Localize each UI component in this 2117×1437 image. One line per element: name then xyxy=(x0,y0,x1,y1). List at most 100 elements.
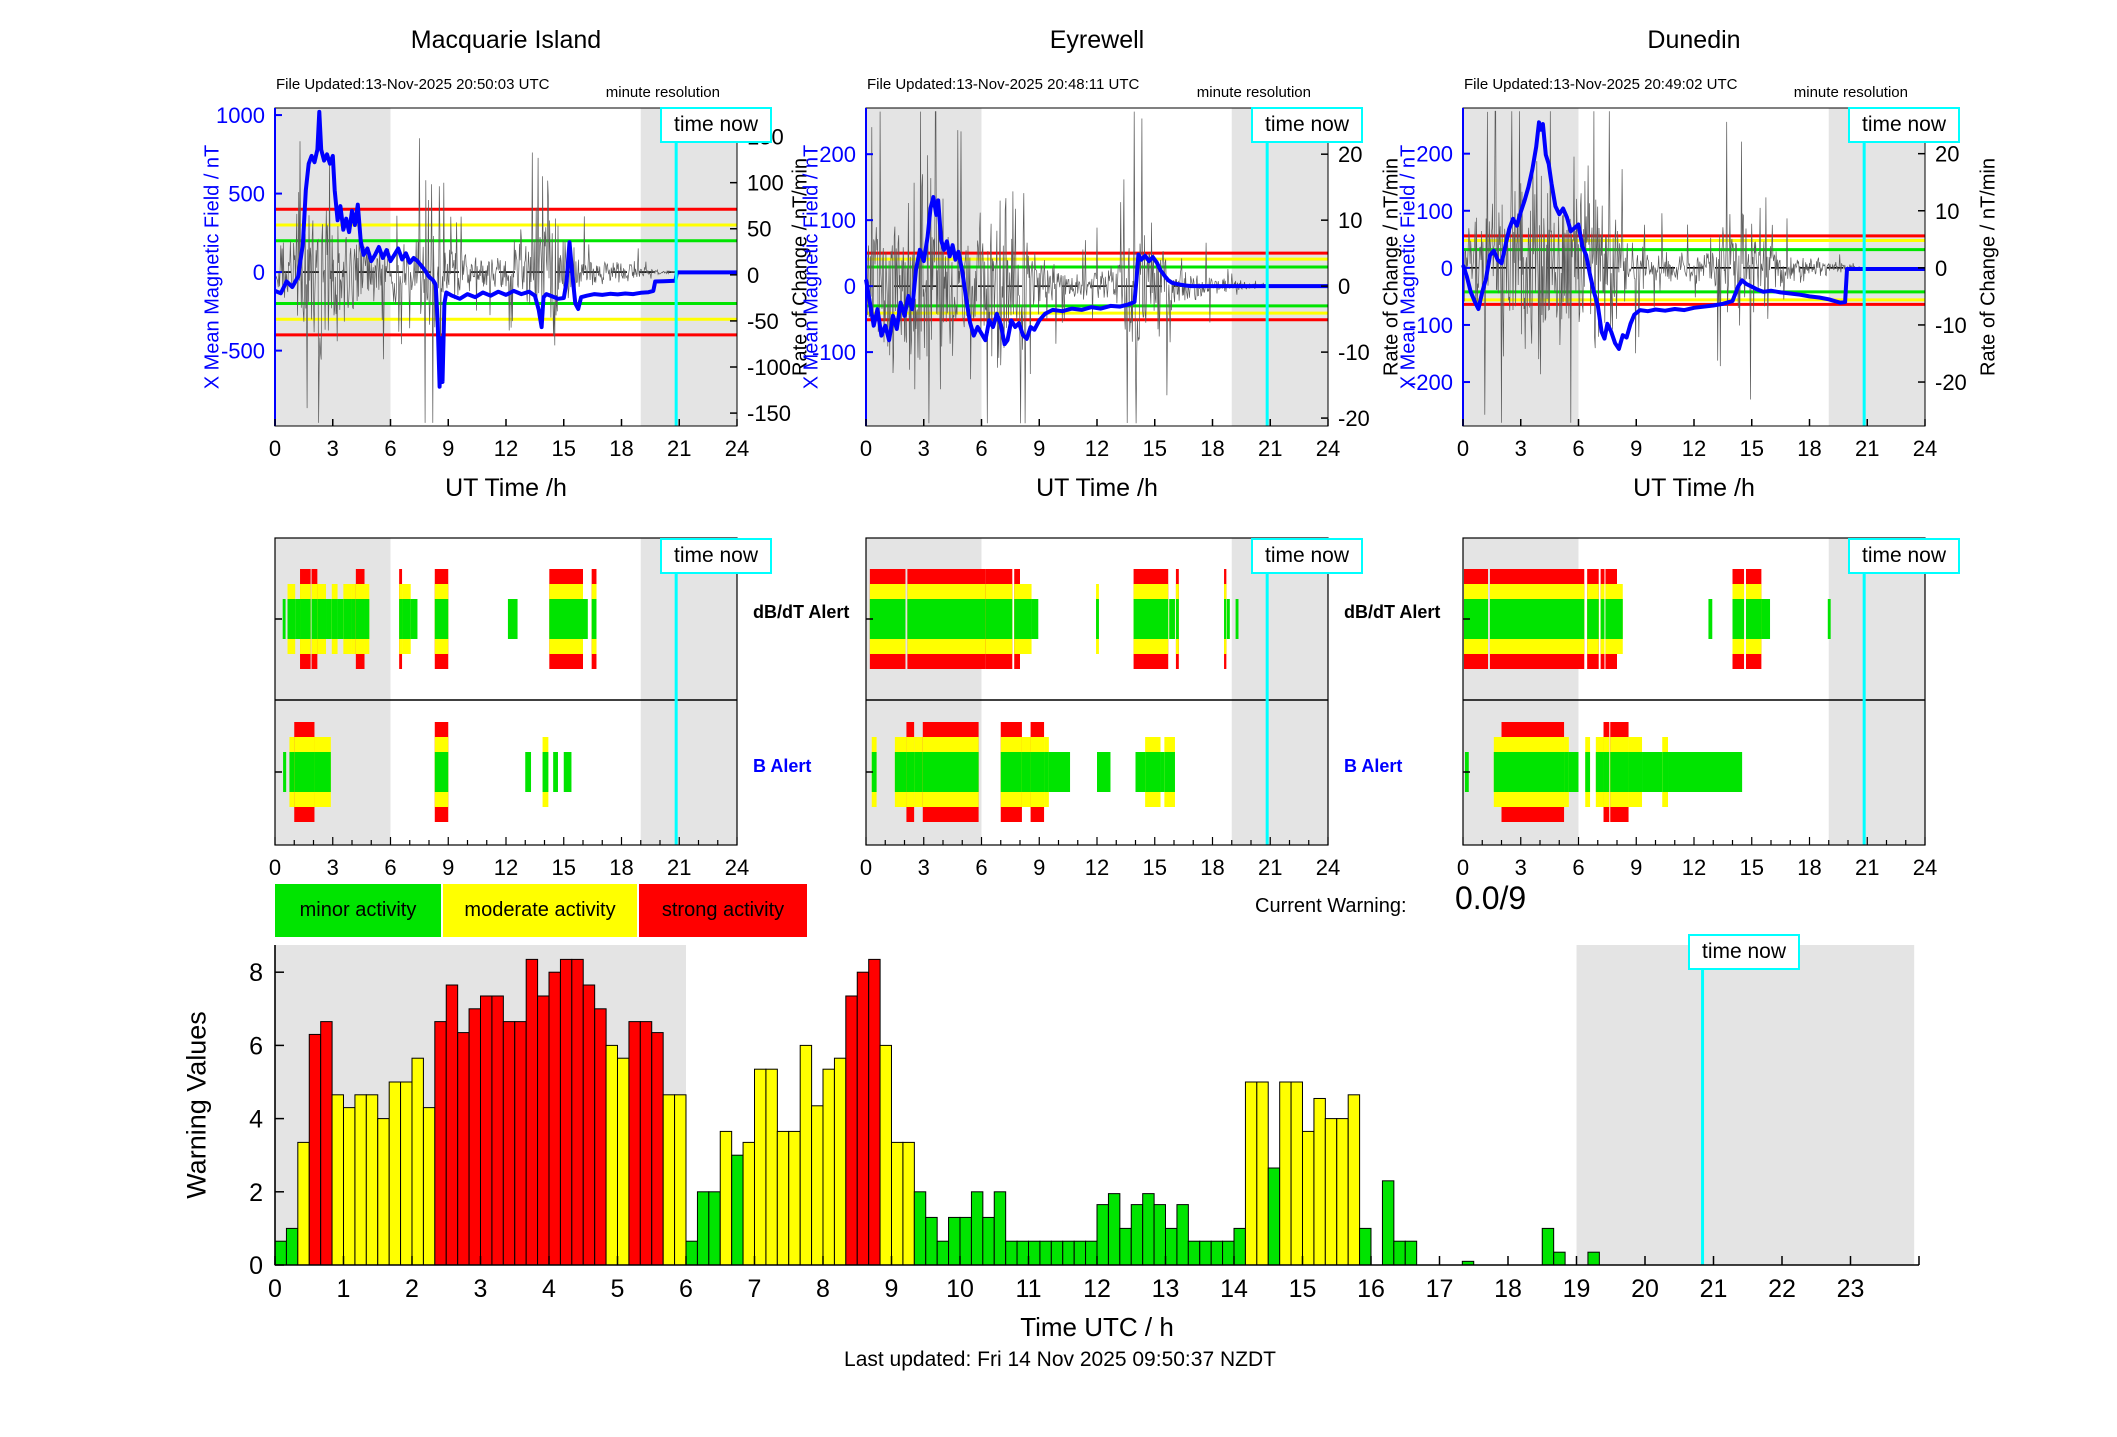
warning-bar xyxy=(902,1141,915,1266)
alert-bar-minor xyxy=(906,752,915,792)
warning-bar xyxy=(639,1021,653,1266)
warning-bar xyxy=(1096,1204,1109,1266)
warning-bar xyxy=(514,1021,527,1266)
alert-bar-minor xyxy=(553,752,558,792)
warning-bar xyxy=(343,1107,356,1266)
warning-x-tick-label: 12 xyxy=(1083,1275,1111,1303)
warning-bar xyxy=(856,971,870,1266)
rate-of-change-trace xyxy=(865,111,1268,424)
x-axis-label-eyrewell: UT Time /h xyxy=(1036,474,1158,502)
alert-bar-minor xyxy=(1014,599,1020,639)
x-tick-label: 18 xyxy=(609,436,633,461)
warning-y-tick-label: 6 xyxy=(249,1032,263,1060)
alert-x-tick-label: 6 xyxy=(975,855,987,880)
warning-bar xyxy=(879,1044,892,1266)
dbdt-alert-label-macquarie: dB/dT Alert xyxy=(753,602,850,622)
alert-bar-minor xyxy=(1097,752,1111,792)
warning-bar xyxy=(422,1107,436,1266)
alert-bar-minor xyxy=(1489,599,1585,639)
alert-bar-minor xyxy=(1096,599,1099,639)
alert-bar-minor xyxy=(869,599,906,639)
right-tick-label: -50 xyxy=(747,309,779,334)
alert-bar-minor xyxy=(1603,752,1610,792)
warning-bar xyxy=(285,1227,299,1266)
warning-bar xyxy=(1256,1081,1269,1266)
warning-bar xyxy=(1165,1227,1178,1266)
quiet-band xyxy=(1828,538,1925,845)
x-tick-label: 24 xyxy=(1316,436,1340,461)
alert-x-tick-label: 0 xyxy=(1457,855,1469,880)
warning-x-tick-label: 6 xyxy=(679,1275,693,1303)
rate-of-change-trace xyxy=(1462,110,1865,423)
warning-bar xyxy=(354,1094,367,1266)
mean-field-line xyxy=(1461,120,1925,351)
warning-bar xyxy=(1050,1240,1064,1266)
x-tick-label: 15 xyxy=(1143,436,1167,461)
warning-bar xyxy=(731,1154,744,1266)
right-tick-label: -10 xyxy=(1935,313,1967,338)
x-tick-label: 21 xyxy=(1258,436,1282,461)
minute-resolution-macquarie: minute resolution xyxy=(605,84,720,101)
x-tick-label: 15 xyxy=(1740,436,1764,461)
y-axis-label-left-dunedin: X Mean Magnetic Field / nT xyxy=(1397,144,1420,390)
warning-bar xyxy=(331,1094,344,1266)
quiet-band xyxy=(640,108,737,426)
warning-x-tick-label: 22 xyxy=(1768,1275,1796,1303)
minute-resolution-dunedin: minute resolution xyxy=(1793,84,1908,101)
alert-bar-minor xyxy=(1020,599,1032,639)
y-axis-label-left-eyrewell: X Mean Magnetic Field / nT xyxy=(800,144,823,390)
warning-bar xyxy=(1267,1167,1281,1266)
warning-bar xyxy=(388,1081,402,1266)
alert-bar-minor xyxy=(1600,599,1605,639)
x-tick-label: 9 xyxy=(1630,436,1642,461)
warning-x-tick-label: 20 xyxy=(1631,1275,1659,1303)
warning-bar xyxy=(1541,1227,1555,1266)
warning-bar xyxy=(411,1057,424,1266)
left-tick-label: 100 xyxy=(1416,199,1453,224)
alert-bar-minor xyxy=(542,752,549,792)
warning-bar xyxy=(525,958,539,1266)
left-tick-label: -500 xyxy=(221,339,265,364)
warning-bar xyxy=(617,1057,630,1266)
alert-bar-minor xyxy=(1732,599,1745,639)
warning-x-tick-label: 11 xyxy=(1016,1275,1042,1303)
alert-bar-minor xyxy=(1708,599,1713,639)
time-now-box-alert-eyrewell: time now xyxy=(1251,538,1363,574)
right-tick-label: 10 xyxy=(1935,199,1959,224)
last-updated-text: Last updated: Fri 14 Nov 2025 09:50:37 N… xyxy=(844,1348,1276,1371)
alert-bar-minor xyxy=(914,752,923,792)
alert-bar-minor xyxy=(1628,752,1643,792)
station-title-eyrewell: Eyrewell xyxy=(1049,26,1145,54)
mean-field-line xyxy=(274,109,737,389)
x-tick-label: 0 xyxy=(269,436,281,461)
alert-x-tick-label: 3 xyxy=(1515,855,1527,880)
alert-bar-minor xyxy=(549,599,583,639)
warning-x-tick-label: 1 xyxy=(337,1275,351,1303)
alert-x-tick-label: 21 xyxy=(1855,855,1879,880)
file-updated-dunedin: File Updated:13-Nov-2025 20:49:02 UTC xyxy=(1464,76,1738,93)
alert-bar-minor xyxy=(583,599,588,639)
warning-bar xyxy=(993,1191,1007,1266)
warning-bar xyxy=(696,1191,710,1266)
warning-bar xyxy=(674,1094,687,1266)
right-tick-label: -20 xyxy=(1935,370,1967,395)
right-tick-label: -100 xyxy=(747,355,791,380)
alert-bar-minor xyxy=(1021,752,1031,792)
warning-bar xyxy=(948,1216,961,1266)
quiet-band xyxy=(1463,108,1579,426)
left-tick-label: 100 xyxy=(819,208,856,233)
warning-bar xyxy=(1005,1240,1018,1266)
right-tick-label: 20 xyxy=(1935,142,1959,167)
x-tick-label: 21 xyxy=(1855,436,1879,461)
x-tick-label: 3 xyxy=(918,436,930,461)
warning-bar xyxy=(400,1081,413,1266)
warning-bar xyxy=(1244,1081,1258,1266)
warning-bar xyxy=(1324,1118,1338,1266)
alert-bar-minor xyxy=(1568,752,1579,792)
warning-x-tick-label: 15 xyxy=(1289,1275,1317,1303)
warning-bar xyxy=(776,1130,790,1266)
current-warning-value: 0.0/9 xyxy=(1455,880,1527,916)
x-tick-label: 12 xyxy=(1085,436,1109,461)
warning-y-tick-label: 4 xyxy=(249,1106,263,1134)
time-now-box-plot-dunedin: time now xyxy=(1848,107,1960,143)
